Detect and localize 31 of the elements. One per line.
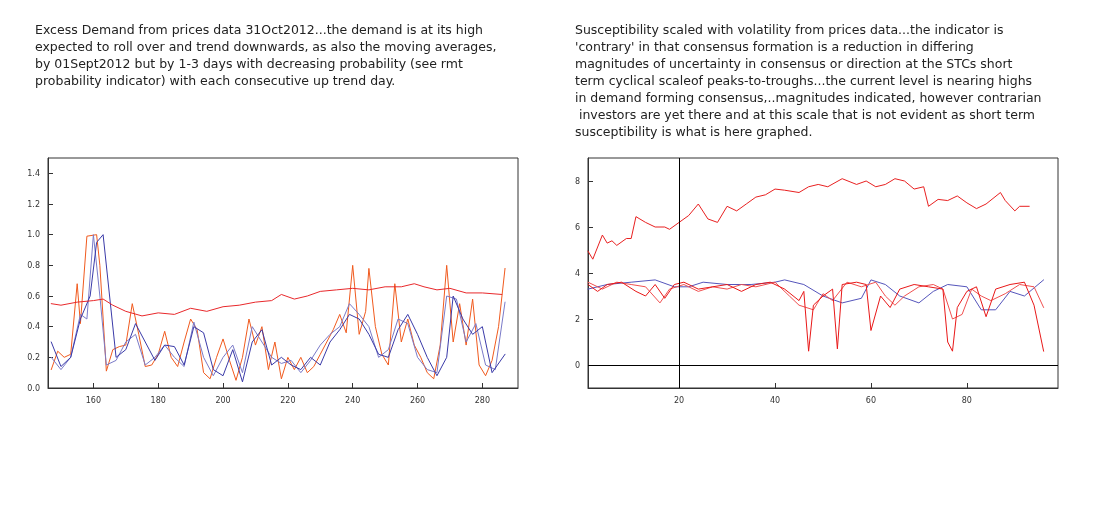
y-tick-label: 0.0 — [27, 383, 40, 393]
chart-title: Susceptibility scaled with volatility from prices data...the indicator is 'contrary' in that consensus formation is a reduction in differing magnitudes of uncertainty in consensus or direction at the STCs short term cyclical scaleof peaks-to-troughs...the current level is nearing highs in demand forming consensus,..magnitudes indicated, however contrarian investors are yet there and at this scale that is not evident as short term susceptibility is what is here graphed. — [575, 22, 1042, 139]
x-tick-label: 260 — [409, 395, 426, 405]
y-tick-label: 0 — [574, 360, 580, 370]
y-tick-label: 1.2 — [27, 199, 40, 209]
y-tick-label: 4 — [574, 268, 580, 278]
line-series — [587, 178, 1030, 260]
y-tick-label: 0.8 — [27, 260, 40, 270]
chart-title: Excess Demand from prices data 31Oct2012...the demand is at its high expected to roll over and trend downwards, as also the moving averages, by 01Sept2012 but by 1-3 days with decreasing probability (see rmt probability indicator) with each consecutive up trend day. — [35, 22, 501, 88]
y-tick-label: 1.4 — [27, 168, 40, 178]
y-tick-label: 1.0 — [27, 230, 40, 240]
x-tick-label: 80 — [961, 395, 972, 405]
x-tick-label: 20 — [674, 395, 685, 405]
x-tick-label: 240 — [345, 395, 361, 405]
x-tick-label: 60 — [865, 395, 877, 405]
y-tick-label: 0.2 — [27, 352, 40, 362]
line-series — [587, 281, 1045, 320]
line-series — [587, 279, 1045, 311]
line-series — [587, 281, 1045, 352]
x-tick-label: 200 — [215, 395, 231, 405]
y-tick-label: 6 — [574, 222, 580, 232]
line-series — [50, 283, 503, 317]
x-tick-label: 160 — [85, 395, 102, 405]
x-tick-label: 280 — [474, 395, 490, 405]
y-tick-label: 0.4 — [27, 322, 40, 332]
y-tick-label: 2 — [574, 314, 580, 324]
x-tick-label: 40 — [769, 395, 781, 405]
x-tick-label: 180 — [150, 395, 166, 405]
x-tick-label: 220 — [280, 395, 296, 405]
y-tick-label: 0.6 — [27, 291, 40, 301]
y-tick-label: 8 — [574, 176, 580, 186]
